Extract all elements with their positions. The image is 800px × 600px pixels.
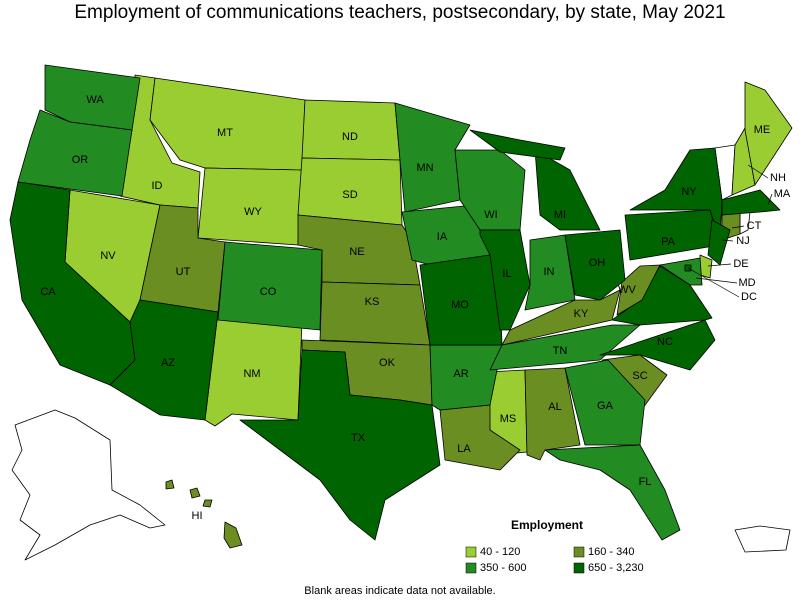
- state-label: CT: [747, 220, 762, 232]
- leader-line: [687, 267, 740, 298]
- state: [165, 479, 175, 490]
- state: [524, 234, 576, 311]
- state-label: ME: [754, 124, 771, 136]
- state-label: TN: [553, 345, 568, 357]
- state-label: MI: [554, 209, 566, 221]
- state-label: NY: [681, 186, 697, 198]
- state-label: AL: [548, 401, 561, 413]
- state-label: IL: [502, 268, 511, 280]
- state-label: PA: [661, 236, 676, 248]
- state-label: WI: [484, 209, 497, 221]
- map-title: Employment of communications teachers, p…: [74, 2, 725, 23]
- blank-territory: [734, 525, 791, 553]
- state: [217, 241, 323, 331]
- state-label: NJ: [736, 235, 749, 247]
- state: [149, 77, 306, 171]
- state: [564, 229, 626, 301]
- state-label: MO: [451, 299, 469, 311]
- state-label: AZ: [161, 357, 175, 369]
- state-label: OH: [589, 257, 606, 269]
- state-label: DE: [733, 258, 748, 270]
- leader-line: [731, 225, 745, 229]
- state: [629, 147, 723, 241]
- leader-line: [747, 164, 769, 179]
- legend-swatch: [465, 546, 477, 558]
- state-label: CA: [40, 286, 56, 298]
- state-label: WA: [86, 94, 104, 106]
- state-label: DC: [741, 291, 757, 303]
- state-label: MA: [774, 188, 791, 200]
- state-label: NH: [770, 172, 786, 184]
- state: [239, 349, 441, 541]
- state-label: FL: [639, 476, 652, 488]
- state-label: IN: [544, 266, 555, 278]
- states: [9, 64, 793, 549]
- state: [469, 129, 566, 161]
- state: [189, 487, 201, 499]
- state-label: HI: [192, 510, 203, 522]
- state-label: WY: [244, 206, 262, 218]
- state: [202, 499, 213, 508]
- state: [744, 81, 793, 186]
- blank-areas: [11, 144, 791, 561]
- state-label: NM: [243, 368, 260, 380]
- state-label: IA: [437, 231, 448, 243]
- state: [223, 521, 243, 549]
- state-label: ID: [152, 180, 163, 192]
- state: [534, 149, 601, 231]
- state: [659, 257, 703, 286]
- state-label: KS: [365, 296, 380, 308]
- state-label: NV: [100, 250, 116, 262]
- state-label: ND: [342, 131, 358, 143]
- state-label: MS: [500, 413, 517, 425]
- legend-label: 160 - 340: [588, 546, 634, 558]
- state-label: WV: [618, 284, 636, 296]
- legend-swatch: [573, 546, 585, 558]
- state: [616, 264, 661, 316]
- state: [109, 299, 219, 421]
- state-label: OR: [72, 154, 89, 166]
- legend-label: 650 - 3,230: [588, 562, 644, 574]
- state-label: MN: [416, 162, 433, 174]
- state-label: UT: [176, 266, 191, 278]
- state: [721, 189, 781, 216]
- legend-label: 40 - 120: [480, 546, 520, 558]
- state-label: SD: [342, 189, 357, 201]
- leader-line: [721, 239, 734, 242]
- legend-swatch: [465, 562, 477, 574]
- state-label: MD: [738, 277, 755, 289]
- state-label: SC: [632, 370, 647, 382]
- state-label: KY: [574, 308, 589, 320]
- state-label: LA: [457, 443, 471, 455]
- state-label: NE: [349, 246, 364, 258]
- state: [599, 319, 716, 371]
- footnote: Blank areas indicate data not available.: [304, 585, 495, 597]
- state: [479, 229, 531, 331]
- state: [319, 281, 431, 346]
- legend-label: 350 - 600: [480, 562, 526, 574]
- state-label: NC: [657, 336, 673, 348]
- state: [17, 109, 133, 197]
- state-label: GA: [597, 400, 614, 412]
- leader-line: [695, 277, 738, 284]
- state-label: TX: [351, 432, 366, 444]
- state-label: MT: [217, 127, 233, 139]
- state: [544, 444, 681, 541]
- legend-title: Employment: [511, 518, 583, 532]
- state: [699, 254, 713, 279]
- state-label: CO: [260, 286, 277, 298]
- state-label: AR: [453, 368, 468, 380]
- leader-line: [707, 263, 732, 267]
- legend-swatch: [573, 562, 585, 574]
- state-label: OK: [379, 357, 396, 369]
- state: [489, 324, 641, 371]
- leader-line: [767, 193, 773, 206]
- blank-state: [11, 409, 166, 561]
- state: [564, 359, 646, 446]
